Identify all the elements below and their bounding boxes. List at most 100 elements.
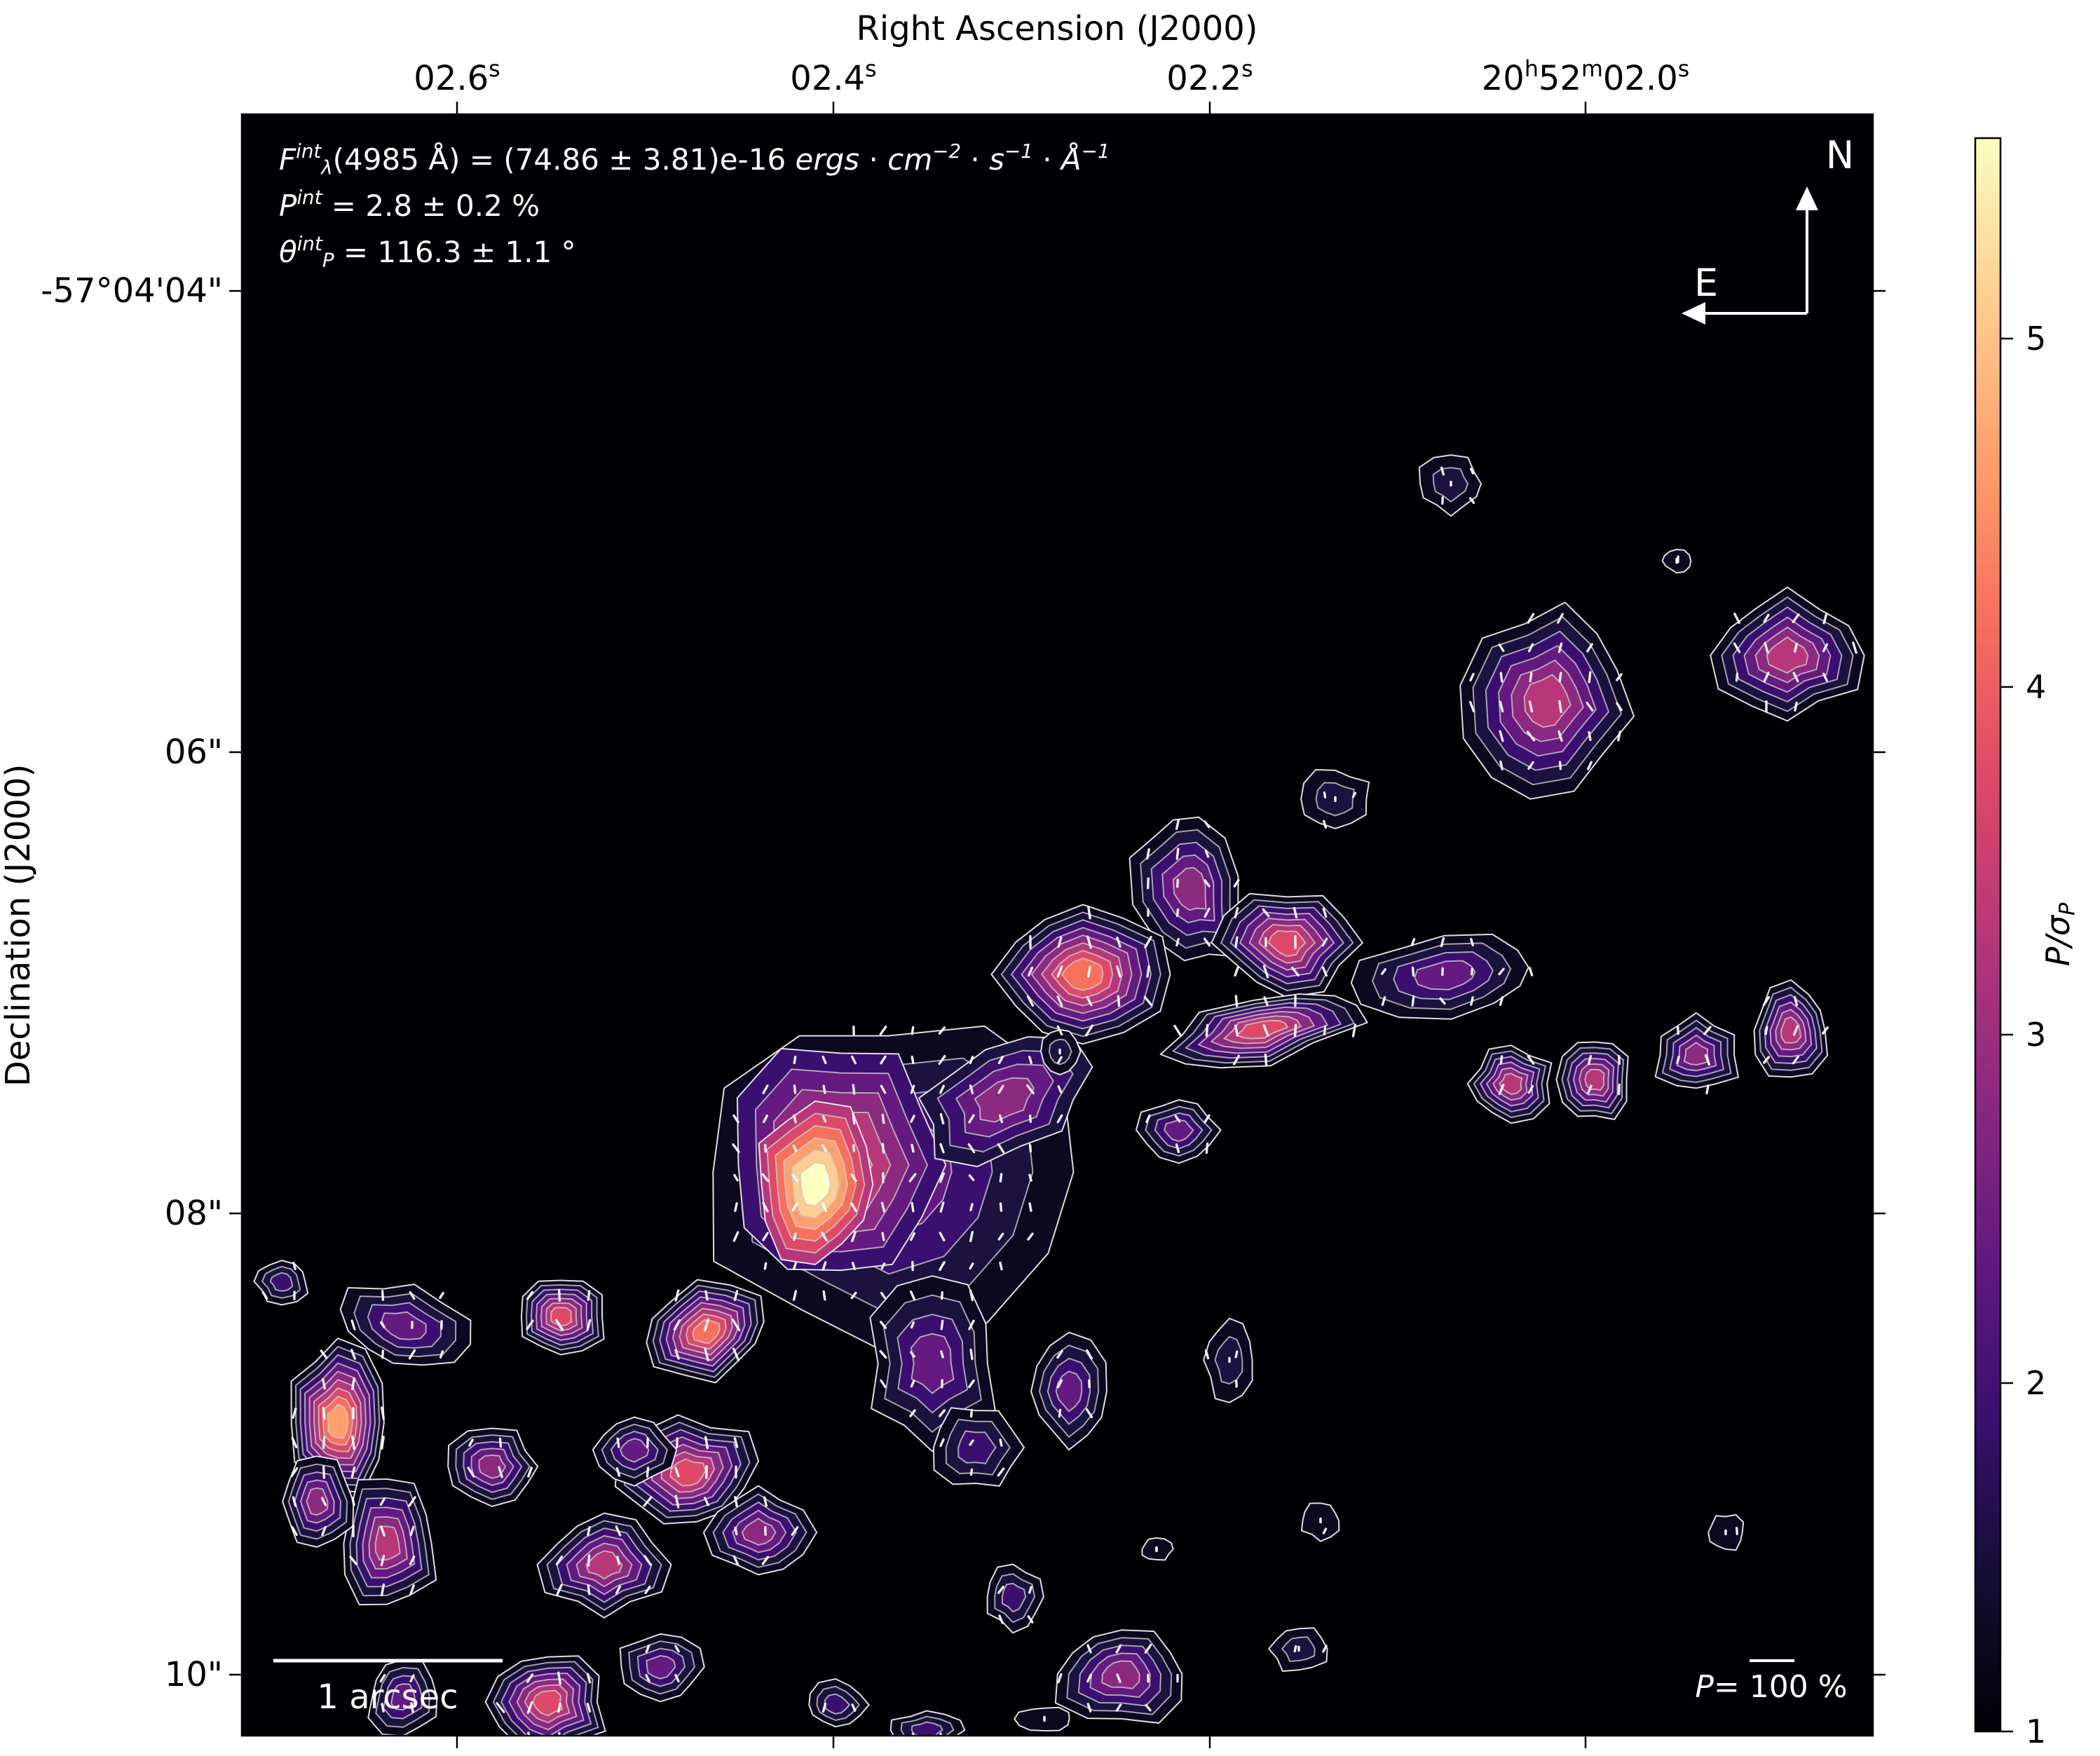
scale-bar-label: 1 arcsec	[317, 1677, 458, 1717]
polarization-vector	[880, 1084, 887, 1094]
polarization-vector	[1440, 466, 1445, 476]
polarization-vector	[1086, 935, 1093, 949]
polarization-vector	[1204, 850, 1210, 858]
polarization-vector	[408, 1496, 416, 1507]
polarization-vector	[938, 1409, 946, 1417]
polarization-vector	[322, 1406, 326, 1420]
polarization-vector	[439, 1349, 444, 1359]
polarization-vector	[1322, 1527, 1328, 1534]
polarization-vector	[1027, 966, 1034, 977]
polarization-vector	[1204, 907, 1211, 918]
polarization-vector	[1498, 967, 1505, 976]
polarization-vector	[1293, 1023, 1297, 1037]
polarization-vector	[1028, 1055, 1033, 1065]
polarization-vector	[467, 1466, 475, 1478]
polarization-vector	[850, 1055, 857, 1065]
polarization-vector	[1205, 1023, 1209, 1037]
polarization-vector	[850, 1202, 857, 1213]
polarization-vector	[1527, 1084, 1534, 1094]
polarization-vector	[734, 1495, 738, 1508]
polarization-vector	[1763, 672, 1770, 683]
polarization-vector	[1175, 937, 1180, 947]
polarization-vector	[791, 1526, 799, 1536]
polarization-vector	[1529, 672, 1533, 683]
polarization-vector	[1057, 936, 1063, 948]
polarization-vector	[940, 1350, 944, 1359]
contour-blob	[1780, 1016, 1801, 1044]
polarization-vector	[1204, 1114, 1211, 1124]
polarization-vector	[292, 1496, 297, 1507]
polarization-vector	[587, 1525, 591, 1537]
polarization-vector	[1558, 761, 1562, 770]
polarization-vector	[1792, 1055, 1800, 1065]
y-axis-title: Declination (J2000)	[0, 764, 38, 1087]
polarization-vector	[1587, 1084, 1593, 1094]
polarization-vector	[1262, 965, 1269, 979]
polarization-vector	[939, 1438, 945, 1448]
polarization-vector	[1233, 878, 1240, 888]
polarization-vector	[793, 1114, 797, 1124]
polarization-vector	[763, 1496, 768, 1507]
polarization-vector	[851, 1703, 857, 1712]
polarization-vector	[1262, 908, 1270, 918]
polarization-vector	[1557, 613, 1564, 624]
polarization-vector	[1028, 1202, 1032, 1212]
polarization-vector	[1234, 966, 1239, 977]
polarization-vector	[322, 1436, 326, 1450]
polarization-vector	[527, 1466, 533, 1478]
polarization-vector	[586, 1673, 592, 1684]
y-tick-label: 08"	[165, 1194, 223, 1233]
contour-blob	[1055, 1370, 1083, 1413]
polarization-vector	[1234, 1024, 1239, 1037]
contour-blob	[374, 1525, 401, 1561]
polarization-vector	[408, 1349, 416, 1360]
polarization-vector	[969, 1468, 974, 1476]
polarization-vector	[732, 1114, 739, 1124]
polarization-vector	[704, 1318, 709, 1332]
polarization-vector	[969, 1084, 974, 1095]
polarization-vector	[911, 1055, 915, 1065]
polarization-vector	[1143, 995, 1153, 1007]
polarization-vector	[646, 1466, 650, 1478]
polarization-vector	[880, 1379, 887, 1389]
annotation-line: Pint = 2.8 ± 0.2 %	[279, 186, 540, 223]
polarization-vector	[1411, 995, 1415, 1007]
colorbar-ticks: 5 4 3 2 1	[2000, 320, 2046, 1750]
polarization-vector	[643, 1555, 652, 1566]
polarization-vector	[911, 1026, 915, 1035]
polarization-vector	[1733, 642, 1741, 653]
polarization-vector	[586, 1702, 592, 1713]
polarization-vector	[732, 1143, 740, 1154]
compass-east-label: E	[1694, 261, 1718, 305]
polarization-vector	[1793, 995, 1799, 1007]
polarization-vector	[350, 1319, 356, 1330]
polarization-vector	[939, 1084, 946, 1094]
polarization-vector	[1293, 906, 1298, 919]
polarization-vector	[1469, 672, 1475, 682]
polarization-vector	[998, 1114, 1004, 1124]
polarization-vector	[1528, 967, 1534, 976]
x-tick-label: 02.4s	[790, 57, 876, 98]
polarization-vector	[762, 1232, 769, 1241]
contour-blob	[269, 1272, 294, 1292]
polarization-vector	[1762, 995, 1771, 1007]
polarization-vector	[1527, 761, 1534, 770]
polarization-vector	[1263, 995, 1269, 1007]
polarization-vector	[1234, 1350, 1239, 1359]
polarization-vector	[1351, 791, 1357, 798]
polarization-vector	[379, 1497, 386, 1506]
polarization-vector	[1084, 1024, 1094, 1037]
polarization-vector	[969, 1408, 974, 1418]
polarization-vector	[732, 1555, 739, 1566]
polarization-vector	[704, 1347, 709, 1362]
polarization-vector	[821, 1144, 828, 1152]
polarization-vector	[997, 1084, 1004, 1094]
compass-east-arrowhead-icon	[1682, 302, 1705, 325]
compass-north-arrowhead-icon	[1796, 186, 1818, 210]
polarization-vector	[761, 1556, 770, 1565]
polarization-vector	[1351, 1023, 1357, 1037]
polarization-vector	[999, 1202, 1003, 1212]
polarization-vector	[1146, 965, 1150, 978]
polarization-vector	[1763, 613, 1770, 623]
